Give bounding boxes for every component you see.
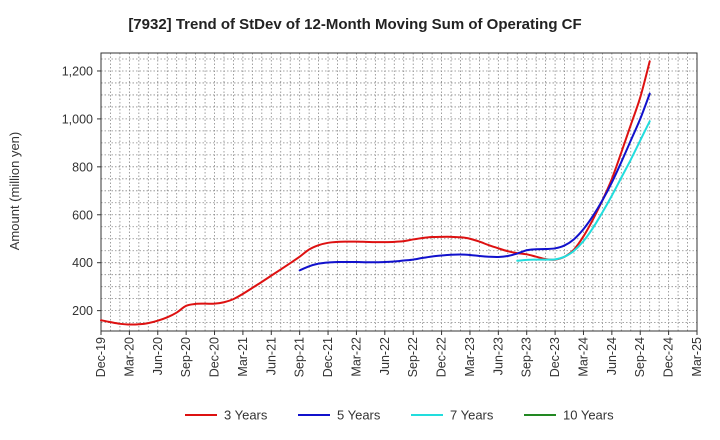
y-tick-label: 200 xyxy=(72,304,93,318)
chart-title: [7932] Trend of StDev of 12-Month Moving… xyxy=(128,16,581,33)
plot-area: 200 400 600 800 1,000 1,200 Dec-19 Mar-20 Jun-20… xyxy=(62,52,704,377)
x-tick-label: Sep-23 xyxy=(520,337,534,377)
x-tick-label: Sep-24 xyxy=(633,337,647,377)
legend-label-3-years: 3 Years xyxy=(224,408,268,423)
plot-background xyxy=(101,53,697,331)
plot-frame xyxy=(100,52,698,332)
legend-label-7-years: 7 Years xyxy=(450,408,494,423)
x-tick-label: Dec-20 xyxy=(208,337,222,377)
x-tick-label: Mar-23 xyxy=(463,337,477,377)
y-tick-label: 800 xyxy=(72,160,93,174)
x-tick-label: Dec-24 xyxy=(662,337,676,377)
x-tick-label: Mar-25 xyxy=(690,337,704,377)
x-tick-label: Sep-20 xyxy=(179,337,193,377)
x-tick-label: Mar-21 xyxy=(236,337,250,377)
x-tick-label: Jun-20 xyxy=(151,337,165,375)
x-tick-label: Dec-21 xyxy=(321,337,335,377)
x-tick-label: Jun-23 xyxy=(491,337,505,375)
x-tick-label: Dec-23 xyxy=(548,337,562,377)
y-axis-label: Amount (million yen) xyxy=(7,132,22,251)
x-tick-label: Jun-24 xyxy=(605,337,619,375)
x-tick-label: Dec-19 xyxy=(94,337,108,377)
y-tick-label: 400 xyxy=(72,256,93,270)
y-tick-label: 1,000 xyxy=(62,112,93,126)
x-tick-label: Dec-22 xyxy=(435,337,449,377)
x-tick-label: Jun-22 xyxy=(378,337,392,375)
x-tick-label: Mar-20 xyxy=(122,337,136,377)
series-line-7-years xyxy=(516,120,651,262)
y-tick-label: 600 xyxy=(72,208,93,222)
legend-label-5-years: 5 Years xyxy=(337,408,381,423)
x-tick-label: Sep-21 xyxy=(293,337,307,377)
legend: 3 Years 5 Years 7 Years 10 Years xyxy=(185,408,614,423)
legend-label-10-years: 10 Years xyxy=(563,408,614,423)
x-tick-label: Sep-22 xyxy=(406,337,420,377)
y-tick-label: 1,200 xyxy=(62,64,93,78)
x-tick-label: Mar-24 xyxy=(576,337,590,377)
x-tick-label: Mar-22 xyxy=(349,337,363,377)
x-tick-label: Jun-21 xyxy=(264,337,278,375)
series-line-5-years xyxy=(298,92,651,272)
